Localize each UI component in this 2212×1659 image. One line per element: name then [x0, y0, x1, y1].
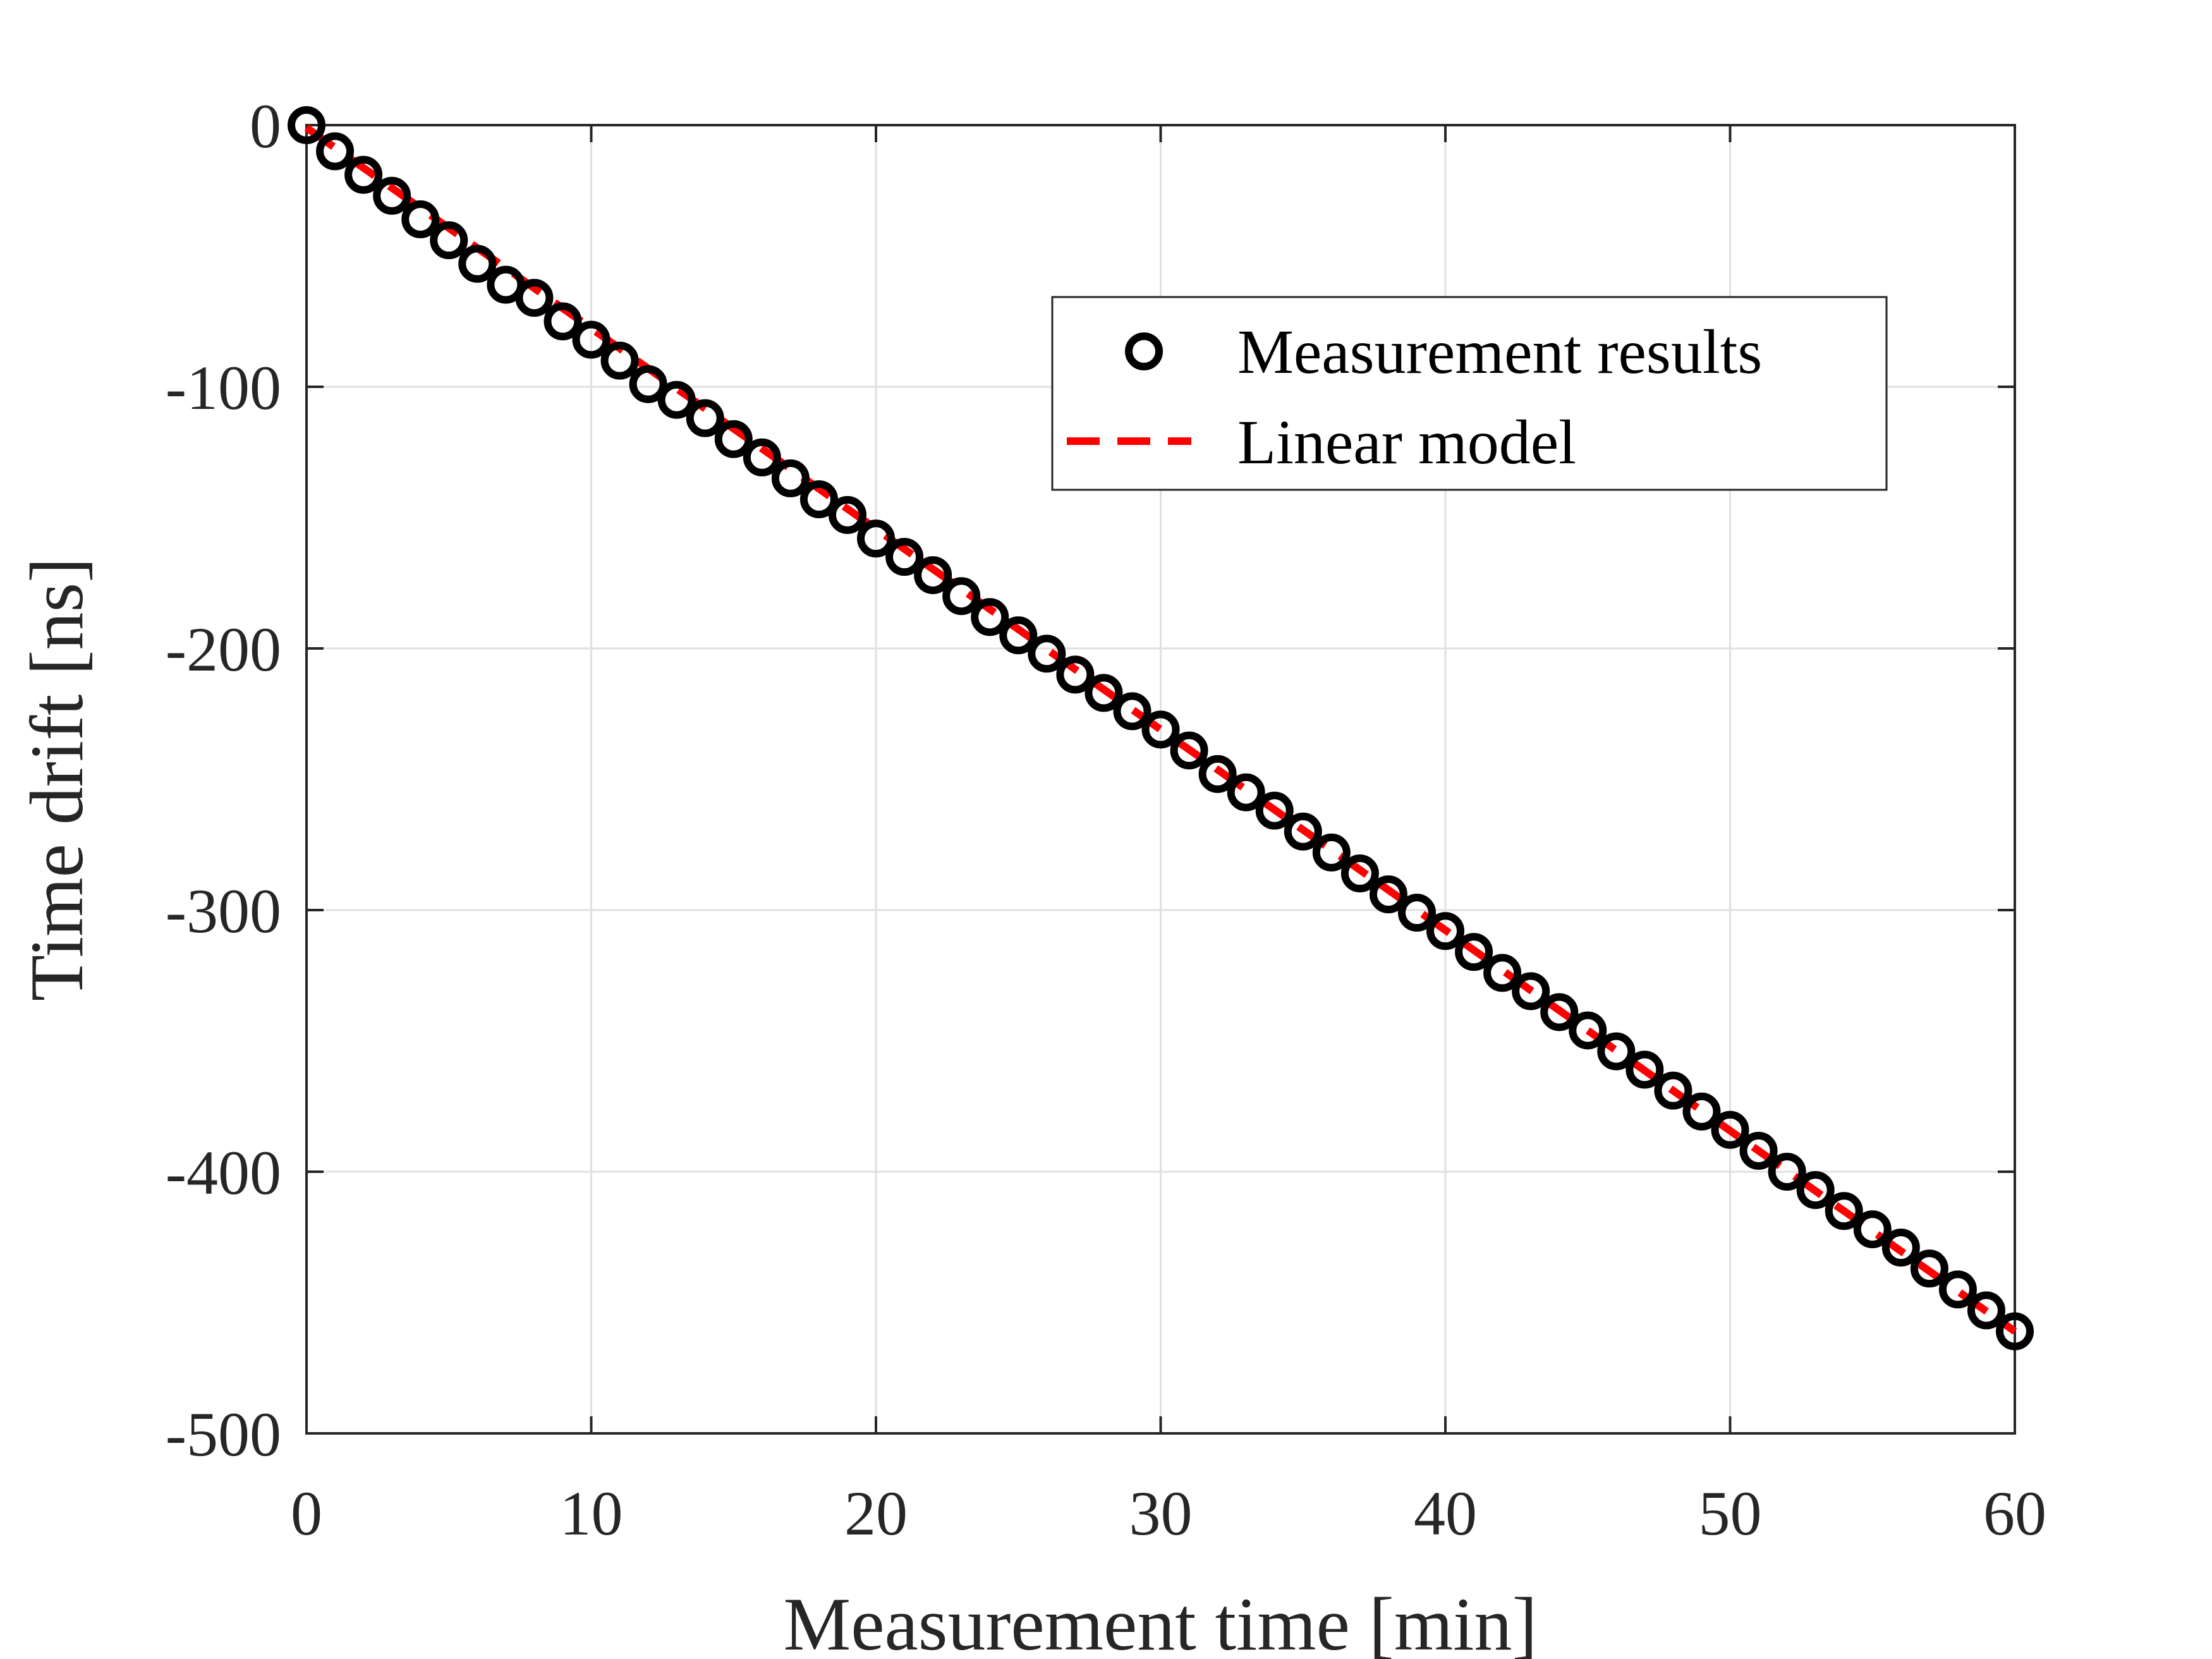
measurement-point: [344, 155, 383, 194]
measurement-point: [914, 556, 952, 595]
measurement-point: [686, 399, 724, 437]
linear-model-line: [304, 125, 2017, 1335]
measurement-point: [1825, 1192, 1863, 1231]
measurement-point: [799, 480, 838, 519]
measurement-point: [1938, 1270, 1977, 1309]
measurement-point: [1512, 972, 1550, 1011]
measurement-point: [771, 459, 810, 497]
measurement-point: [1796, 1170, 1835, 1209]
y-axis-label: Time drift [ns]: [15, 557, 99, 1001]
legend-box: [1051, 296, 1888, 491]
x-tick-label: 10: [560, 1478, 623, 1548]
measurement-point: [1056, 655, 1095, 694]
x-tick-labels: 0 10 20 30 40 50 60: [291, 1478, 2046, 1548]
measurement-point: [572, 320, 611, 359]
measurement-point: [1626, 1050, 1664, 1089]
measurement-point: [515, 279, 554, 317]
measurement-point: [1426, 912, 1464, 951]
measurement-point: [1540, 993, 1579, 1031]
x-tick-label: 40: [1414, 1478, 1477, 1548]
measurement-point: [999, 616, 1038, 655]
measurement-point: [1569, 1011, 1607, 1050]
measurement-series: [288, 106, 2034, 1351]
measurement-point: [316, 132, 355, 171]
measurement-point: [629, 365, 667, 403]
x-tick-label: 30: [1129, 1478, 1193, 1548]
y-tick-label: -200: [166, 614, 281, 684]
measurement-point: [1654, 1071, 1692, 1110]
measurement-point: [1369, 875, 1407, 914]
y-tick-label: 0: [250, 91, 281, 161]
measurement-point: [1597, 1032, 1636, 1071]
measurement-point: [885, 538, 924, 576]
measurement-point: [1340, 854, 1379, 893]
measurement-point: [971, 598, 1009, 636]
measurement-point: [600, 341, 639, 380]
measurement-point: [288, 106, 325, 144]
measurement-point: [1455, 933, 1493, 971]
measurement-point: [1397, 894, 1436, 932]
legend-label-linear: Linear model: [1237, 407, 1576, 477]
legend-marker-icon: [1125, 332, 1163, 370]
measurement-point: [828, 495, 866, 534]
measurement-point: [1853, 1210, 1892, 1249]
measurement-point: [714, 420, 753, 458]
y-tick-label: -100: [166, 353, 281, 423]
y-tick-labels: 0 -100 -200 -300 -400 -500: [166, 91, 281, 1469]
measurement-point: [1028, 635, 1066, 673]
measurement-point: [1284, 812, 1322, 851]
measurement-point: [1910, 1249, 1948, 1288]
measurement-point: [544, 302, 582, 341]
measurement-point: [1967, 1291, 2005, 1330]
x-tick-label: 0: [291, 1478, 322, 1548]
measurement-point: [1170, 731, 1208, 770]
legend: Measurement results Linear model: [1051, 296, 1888, 491]
measurement-point: [458, 245, 497, 283]
measurement-point: [1113, 692, 1152, 731]
measurement-point: [1996, 1312, 2034, 1351]
measurement-point: [1682, 1092, 1721, 1131]
measurement-point: [1483, 954, 1522, 992]
measurement-point: [942, 577, 981, 616]
measurement-point: [430, 221, 468, 260]
x-tick-label: 50: [1699, 1478, 1762, 1548]
measurement-point: [857, 520, 895, 558]
measurement-point: [1881, 1229, 1920, 1267]
measurement-point: [1312, 833, 1351, 872]
linear-model-series: [304, 125, 2017, 1335]
measurement-point: [1198, 755, 1237, 793]
x-axis-label: Measurement time [min]: [784, 1582, 1538, 1659]
measurement-point: [1711, 1110, 1749, 1149]
y-tick-label: -300: [166, 876, 281, 946]
measurement-point: [1085, 674, 1123, 712]
measurement-point: [657, 380, 696, 419]
measurement-point: [1768, 1153, 1806, 1191]
y-tick-label: -400: [166, 1138, 281, 1208]
x-tick-label: 20: [844, 1478, 908, 1548]
measurement-point: [401, 200, 440, 239]
measurement-point: [743, 438, 781, 477]
measurement-point: [1739, 1131, 1778, 1170]
x-tick-label: 60: [1983, 1478, 2046, 1548]
legend-label-measurement: Measurement results: [1237, 317, 1762, 387]
y-tick-label: -500: [166, 1399, 281, 1469]
measurement-point: [1255, 791, 1294, 830]
measurement-point: [373, 176, 411, 215]
axes-box: [305, 124, 2016, 1435]
measurement-point: [1227, 773, 1265, 811]
measurement-point: [1141, 710, 1180, 749]
